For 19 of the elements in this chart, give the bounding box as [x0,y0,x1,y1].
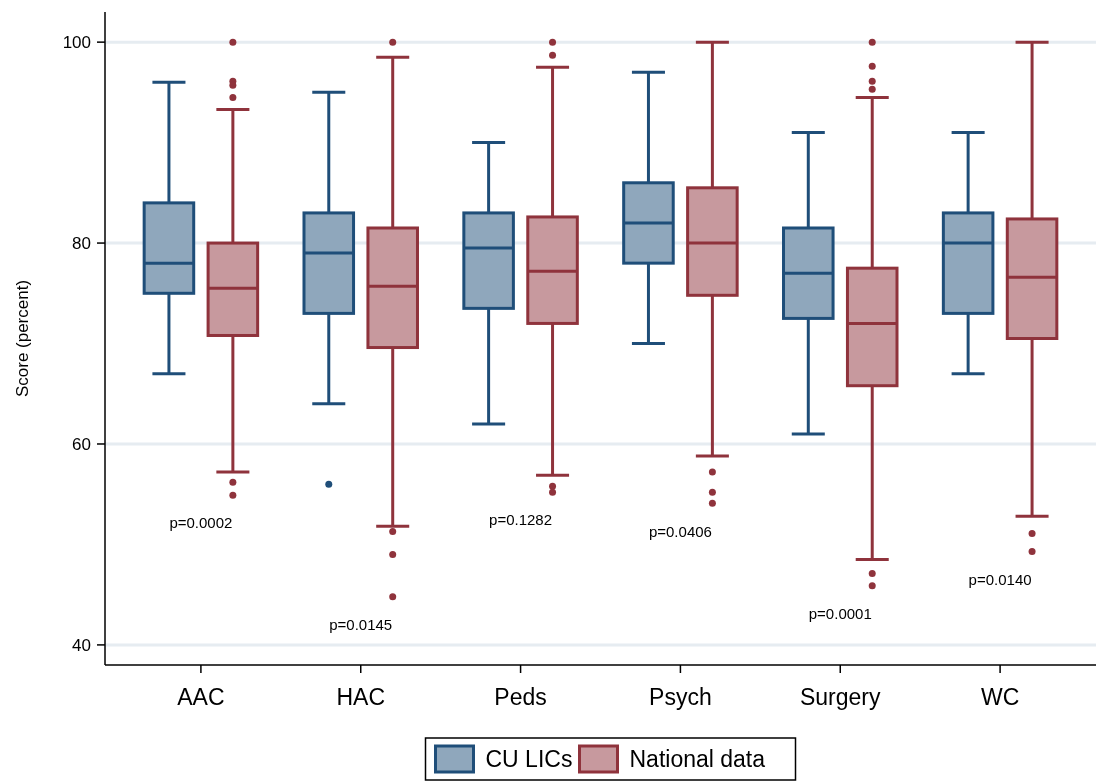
annotation: p=0.0001 [808,604,872,622]
y-axis-title: Score (percent) [13,279,32,398]
x-tick-label: Peds [494,684,547,710]
x-tick-label: AAC [177,684,225,710]
annotation: p=0.0145 [329,615,393,633]
y-tick-label: 80 [72,234,91,254]
x-tick-label: Psych [649,684,712,710]
x-tick-label: HAC [336,684,386,710]
legend-label: National data [629,746,766,773]
y-tick-label: 40 [72,635,91,655]
annotation: p=0.0406 [648,522,712,540]
x-tick-label: Surgery [799,684,882,710]
annotation: p=0.1282 [489,511,553,529]
y-tick-label: 60 [72,434,91,454]
annotation: p=0.0140 [968,570,1032,588]
x-tick-label: WC [980,684,1020,710]
annotation: p=0.0002 [169,514,233,532]
y-tick-label: 100 [62,33,91,53]
legend-label: CU LICs [485,746,573,773]
